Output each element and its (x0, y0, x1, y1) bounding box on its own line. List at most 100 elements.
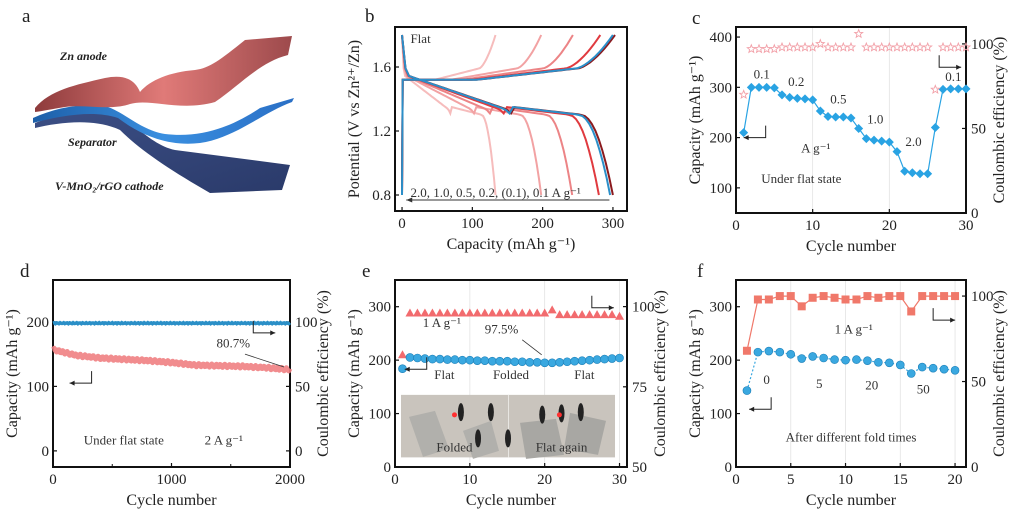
discharge-curve (401, 34, 497, 196)
efficiency-point (937, 41, 949, 52)
capacity-trace (51, 345, 293, 374)
y2-axis-label: Coulombic efficiency (%) (991, 290, 1008, 457)
clip-shape (577, 403, 584, 422)
y2-tick-label: 100 (971, 37, 994, 53)
capacity-point (854, 124, 864, 134)
efficiency-point (907, 41, 918, 52)
capacity-point (775, 347, 785, 357)
efficiency-point (761, 43, 772, 54)
y-tick-label: 100 (710, 407, 733, 423)
efficiency-point (922, 41, 933, 52)
efficiency-point (465, 308, 475, 317)
y2-tick-label: 50 (295, 379, 310, 395)
capacity-point (458, 355, 467, 365)
x-tick-label: 2000 (275, 472, 305, 488)
x-tick-label: 10 (805, 218, 820, 234)
efficiency-point (450, 308, 460, 317)
x-tick-label: 300 (602, 216, 625, 232)
efficiency-point (570, 310, 580, 319)
y-tick-label: 0 (725, 460, 733, 476)
y2-tick-label: 0 (295, 444, 303, 460)
capacity-point (435, 354, 445, 364)
cathode-layer (35, 110, 290, 193)
retention-arrow (244, 353, 285, 368)
x-tick-label: 1000 (157, 472, 187, 488)
capacity-point (785, 92, 795, 102)
efficiency-point (540, 308, 550, 317)
capacity-point (746, 82, 756, 92)
capacity-point (861, 134, 871, 144)
capacity-point (592, 355, 602, 364)
capacity-point (555, 357, 564, 367)
capacity-point (831, 112, 841, 122)
condition-label: After different fold times (786, 429, 917, 444)
y-tick-label: 1.6 (372, 60, 391, 76)
efficiency-point (397, 350, 407, 359)
capacity-point (953, 84, 963, 94)
efficiency-point (600, 310, 610, 319)
chart-c: 0 10 20 30 100 200 300 400 0 50 100 Cycle number Cap… (687, 26, 1008, 255)
rate-label: 2 A g⁻¹ (205, 432, 243, 447)
rate-label: 0.2 (788, 74, 804, 89)
battery-schematic: Zn anode Separator V-MnO₂/rGO cathode (33, 36, 294, 193)
capacity-point (907, 168, 917, 178)
capacity-line (743, 86, 966, 175)
label-cathode: V-MnO₂/rGO cathode (55, 179, 164, 193)
y-tick-label: 400 (710, 30, 733, 46)
efficiency-point (764, 295, 773, 304)
efficiency-point (784, 41, 795, 52)
x-tick-label: 0 (732, 218, 740, 234)
discharge-curve (401, 34, 574, 196)
axis-indicator-left (404, 357, 428, 370)
arrowhead-icon (270, 330, 276, 336)
efficiency-point (792, 41, 803, 52)
retention-arrow (521, 339, 542, 356)
capacity-point (420, 354, 430, 363)
x-tick-label: 20 (882, 218, 897, 234)
capacity-point (930, 123, 940, 133)
retention-label: 97.5% (485, 321, 519, 336)
capacity-point (487, 356, 497, 366)
efficiency-point (845, 41, 857, 52)
x-axis-label: Cycle number (806, 492, 897, 509)
efficiency-point (577, 310, 587, 319)
led-icon (451, 412, 457, 418)
capacity-point (946, 84, 956, 94)
efficiency-point (874, 293, 883, 302)
plot-frame (394, 26, 628, 212)
efficiency-point (457, 308, 467, 317)
efficiency-trace (52, 320, 292, 326)
efficiency-point (405, 308, 415, 317)
discharge-curve (401, 34, 543, 196)
device-shape (408, 410, 449, 457)
capacity-point (742, 386, 752, 395)
efficiency-point (819, 292, 828, 301)
discharge-curve (401, 34, 600, 196)
efficiency-point (435, 308, 445, 317)
efficiency-point (907, 307, 916, 316)
fold-label: 50 (917, 381, 930, 396)
y2-tick-label: 50 (971, 121, 986, 137)
rate-label: 2.0, 1.0, 0.5, 0.2, (0.1), 0.1 A g⁻¹ (410, 185, 580, 200)
y-tick-label: 300 (710, 300, 733, 316)
efficiency-point (742, 346, 751, 355)
capacity-point (874, 357, 883, 367)
condition-label: Under flat state (84, 432, 164, 447)
efficiency-point (769, 43, 780, 54)
efficiency-point (863, 292, 872, 301)
separator-layer (33, 98, 294, 144)
capacity-point (961, 84, 971, 94)
capacity-point (398, 364, 407, 373)
y-tick-label: 100 (369, 407, 392, 423)
y-tick-label: 1.2 (372, 124, 391, 140)
capacity-point (413, 353, 422, 363)
x-tick-label: 20 (948, 472, 963, 488)
capacity-point (525, 357, 535, 367)
efficiency-point (738, 89, 749, 100)
fold-label: 5 (816, 376, 823, 391)
y-tick-label: 100 (27, 379, 50, 395)
x-tick-label: 0 (49, 472, 57, 488)
panel-letter-f: f (697, 261, 704, 282)
